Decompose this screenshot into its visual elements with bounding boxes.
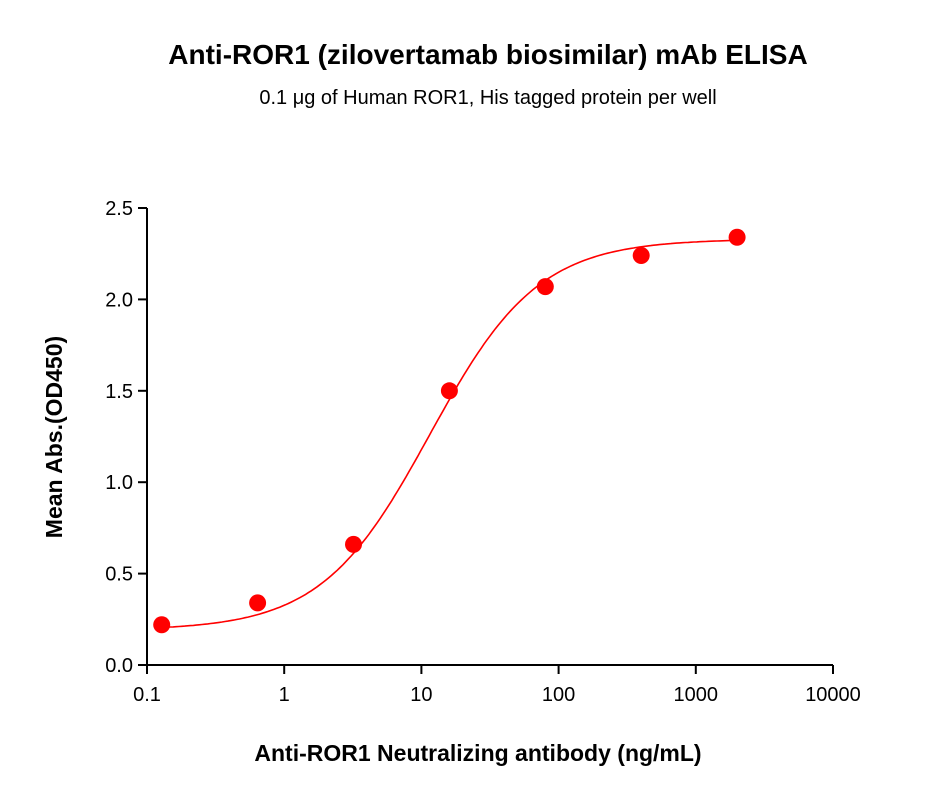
chart-title: Anti-ROR1 (zilovertamab biosimilar) mAb …: [168, 39, 807, 70]
y-tick-label: 1.0: [105, 472, 133, 494]
x-tick-label: 100: [542, 684, 575, 706]
y-tick-label: 0.0: [105, 655, 133, 677]
x-tick-label: 0.1: [133, 684, 161, 706]
x-tick-label: 10: [410, 684, 432, 706]
x-tick-label: 1: [279, 684, 290, 706]
data-point: [153, 616, 171, 634]
y-tick-label: 0.5: [105, 564, 133, 586]
y-tick-label: 2.5: [105, 198, 133, 220]
data-point: [440, 382, 458, 400]
x-tick-label: 1000: [674, 684, 719, 706]
axes: 0.0 0.5 1.0 1.5 2.0 2.5 0.1 1 10 100 1000 10000: [105, 198, 861, 706]
y-tick-label: 2.0: [105, 289, 133, 311]
data-points: [153, 228, 746, 634]
data-point: [345, 535, 363, 553]
data-point: [536, 278, 554, 296]
fit-curve: [161, 239, 738, 629]
data-point: [249, 594, 267, 612]
data-point: [728, 228, 746, 246]
x-axis-label: Anti-ROR1 Neutralizing antibody (ng/mL): [254, 740, 701, 766]
chart-subtitle: 0.1 μg of Human ROR1, His tagged protein…: [259, 87, 716, 109]
x-tick-label: 10000: [805, 684, 861, 706]
y-tick-label: 1.5: [105, 381, 133, 403]
y-axis-label: Mean Abs.(OD450): [41, 336, 67, 538]
data-point: [632, 247, 650, 265]
